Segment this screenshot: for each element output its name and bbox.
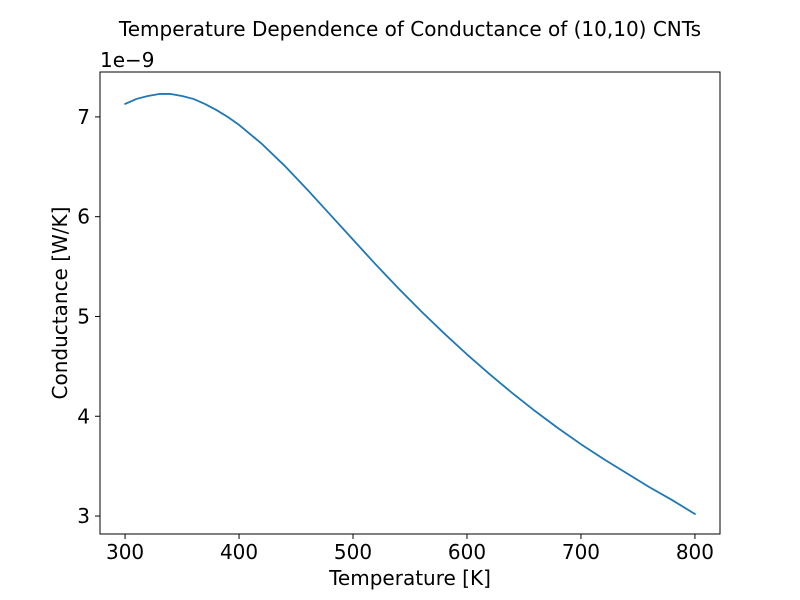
chart-title: Temperature Dependence of Conductance of… [118, 17, 701, 41]
y-tick-label: 6 [77, 205, 90, 229]
y-tick-label: 3 [77, 504, 90, 528]
y-offset-label: 1e−9 [100, 48, 155, 72]
y-tick-label: 7 [77, 105, 90, 129]
y-tick-label: 4 [77, 404, 90, 428]
x-tick-label: 600 [448, 540, 486, 564]
y-axis-label: Conductance [W/K] [48, 207, 72, 400]
x-axis-label: Temperature [K] [328, 566, 491, 590]
y-tick-label: 5 [77, 304, 90, 328]
x-tick-label: 300 [106, 540, 144, 564]
x-tick-label: 400 [220, 540, 258, 564]
y-axis: 3 4 5 6 7 [77, 105, 100, 528]
x-tick-label: 500 [334, 540, 372, 564]
series-line-0 [124, 93, 696, 515]
plot-area [124, 93, 696, 515]
x-tick-label: 700 [562, 540, 600, 564]
x-axis: 300 400 500 600 700 800 [106, 534, 714, 564]
x-tick-label: 800 [676, 540, 714, 564]
axes-frame [99, 71, 721, 535]
